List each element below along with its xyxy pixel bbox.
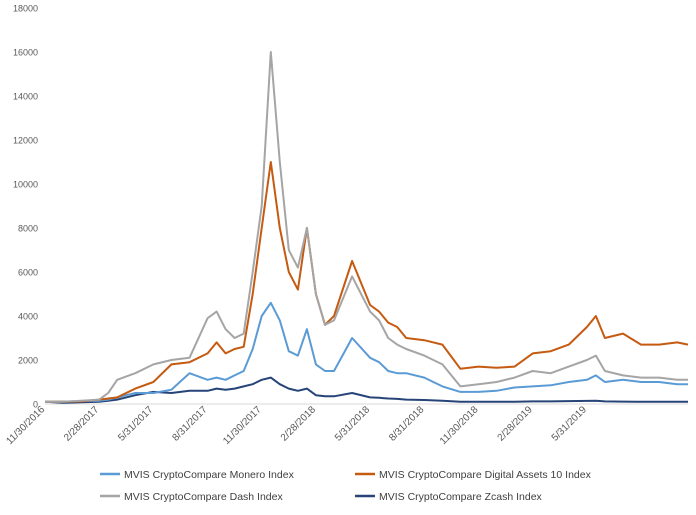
x-tick-label: 8/31/2017 bbox=[170, 404, 210, 444]
y-tick-label: 0 bbox=[33, 400, 38, 410]
x-tick-label: 5/31/2019 bbox=[550, 404, 590, 444]
x-tick-label: 11/30/2016 bbox=[4, 404, 47, 447]
series-line-0 bbox=[44, 301, 688, 403]
series-line-3 bbox=[44, 376, 688, 404]
legend-label: MVIS CryptoCompare Monero Index bbox=[124, 469, 295, 481]
x-tick-label: 2/28/2019 bbox=[496, 404, 536, 444]
series-line-1 bbox=[45, 161, 689, 403]
x-tick-label: 5/31/2018 bbox=[333, 404, 373, 444]
y-tick-label: 6000 bbox=[18, 268, 38, 278]
x-tick-label: 2/28/2017 bbox=[62, 404, 102, 444]
x-axis: 11/30/2016 2/28/2017 5/31/2017 8/31/2017 11/… bbox=[4, 403, 688, 447]
x-tick-label: 11/30/2018 bbox=[438, 404, 481, 447]
y-tick-label: 10000 bbox=[13, 180, 38, 190]
series-line-2 bbox=[45, 51, 688, 403]
y-tick-label: 8000 bbox=[18, 224, 38, 234]
plot-area bbox=[44, 51, 689, 404]
y-tick-label: 18000 bbox=[13, 4, 38, 14]
x-tick-label: 8/31/2018 bbox=[387, 404, 427, 444]
legend-label: MVIS CryptoCompare Zcash Index bbox=[379, 491, 543, 503]
y-tick-label: 16000 bbox=[13, 48, 38, 58]
x-tick-label: 11/30/2017 bbox=[221, 404, 264, 447]
y-axis: 0 2000 4000 6000 8000 10000 12000 14000 16000 180… bbox=[13, 4, 38, 410]
legend: MVIS CryptoCompare Monero Index MVIS Cryp… bbox=[100, 469, 592, 503]
y-tick-label: 12000 bbox=[13, 136, 38, 146]
y-tick-label: 4000 bbox=[18, 312, 38, 322]
legend-label: MVIS CryptoCompare Dash Index bbox=[124, 491, 283, 503]
x-tick-label: 5/31/2017 bbox=[116, 404, 156, 444]
y-tick-label: 14000 bbox=[13, 92, 38, 102]
y-tick-label: 2000 bbox=[18, 356, 38, 366]
x-tick-label: 2/28/2018 bbox=[279, 404, 319, 444]
legend-label: MVIS CryptoCompare Digital Assets 10 Ind… bbox=[379, 469, 592, 481]
